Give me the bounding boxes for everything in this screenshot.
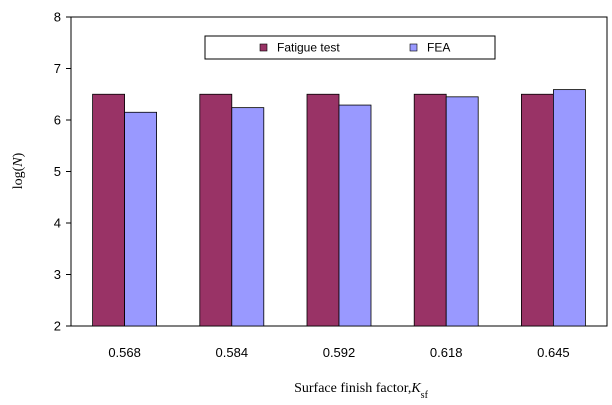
x-tick-label: 0.645 [537, 345, 570, 360]
y-tick-label: 6 [54, 113, 61, 128]
y-tick-label: 2 [54, 319, 61, 334]
bar-fatigue-test [306, 93, 340, 327]
y-tick-label: 4 [54, 216, 61, 231]
bar-fea [124, 111, 157, 327]
x-axis-title: Surface finish factor,Ksf [294, 381, 428, 401]
y-axis-title: log(N) [11, 152, 26, 189]
bar-fea [231, 107, 265, 327]
bar-fatigue-test [92, 93, 125, 327]
x-tick-label: 0.568 [108, 345, 141, 360]
y-tick-label: 8 [54, 10, 61, 25]
y-tick-label: 7 [54, 61, 61, 76]
bar-fatigue-test [413, 93, 447, 327]
x-tick-label: 0.618 [430, 345, 463, 360]
bar-fea [338, 104, 372, 327]
legend-label-fatigue-test: Fatigue test [277, 41, 340, 55]
legend-swatch-fea [409, 43, 418, 52]
y-axis: 2 3 4 5 6 7 8 [54, 10, 71, 334]
bar-fea [553, 89, 586, 327]
legend-swatch-fatigue-test [259, 43, 268, 52]
x-axis: 0.568 0.584 0.592 0.618 0.645 [108, 345, 569, 360]
x-tick-label: 0.584 [216, 345, 249, 360]
legend: Fatigue test FEA [204, 35, 496, 60]
legend-label-fea: FEA [427, 41, 450, 55]
bar-fatigue-test [199, 93, 233, 327]
y-tick-label: 3 [54, 267, 61, 282]
bar-fea [445, 96, 479, 327]
x-tick-label: 0.592 [323, 345, 356, 360]
legend-box [204, 35, 496, 60]
plot-area [70, 16, 608, 327]
y-tick-label: 5 [54, 164, 61, 179]
bar-fatigue-test [521, 93, 554, 327]
